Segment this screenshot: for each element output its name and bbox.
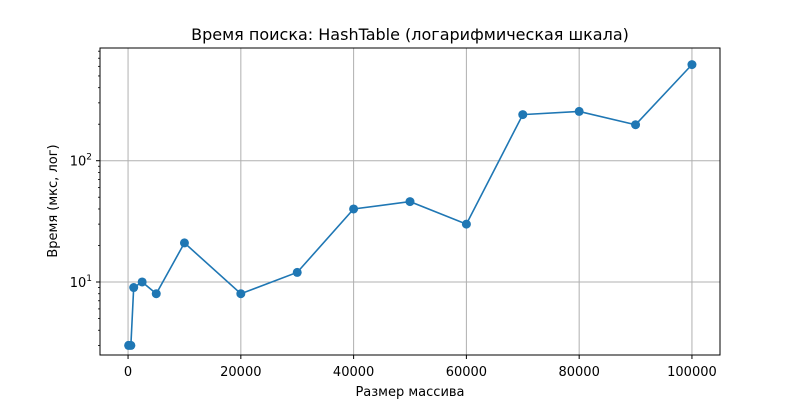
x-tick-label: 100000 xyxy=(667,365,717,380)
x-tick-label: 20000 xyxy=(220,365,261,380)
y-tick-label: 102 xyxy=(70,153,92,170)
data-point xyxy=(461,219,471,229)
data-point xyxy=(236,289,246,299)
y-tick-label: 101 xyxy=(70,274,92,291)
data-point xyxy=(292,267,302,277)
x-tick-label: 0 xyxy=(124,365,132,380)
x-axis-label: Размер массива xyxy=(355,385,464,400)
data-point xyxy=(574,106,584,116)
y-tick-label-base: 10 xyxy=(70,155,87,170)
data-point xyxy=(405,197,415,207)
x-tick-label: 80000 xyxy=(558,365,599,380)
x-tick-label: 40000 xyxy=(333,365,374,380)
data-point xyxy=(179,238,189,248)
y-axis-label: Время (мкс, лог) xyxy=(46,144,61,257)
plot-frame xyxy=(99,47,721,356)
y-tick-label-exponent: 2 xyxy=(86,153,92,163)
data-point xyxy=(126,340,136,350)
series-layer xyxy=(124,60,697,350)
data-point xyxy=(137,277,147,287)
y-tick-label-exponent: 1 xyxy=(86,274,92,284)
y-tick-label-base: 10 xyxy=(70,276,87,291)
data-point xyxy=(631,120,641,130)
data-point xyxy=(349,204,359,214)
x-tick-label: 60000 xyxy=(446,365,487,380)
grid xyxy=(100,48,720,355)
data-point xyxy=(151,289,161,299)
chart-title: Время поиска: HashTable (логарифмическая… xyxy=(191,25,629,44)
data-point xyxy=(687,60,697,70)
data-point xyxy=(518,110,528,120)
data-point xyxy=(129,283,139,293)
